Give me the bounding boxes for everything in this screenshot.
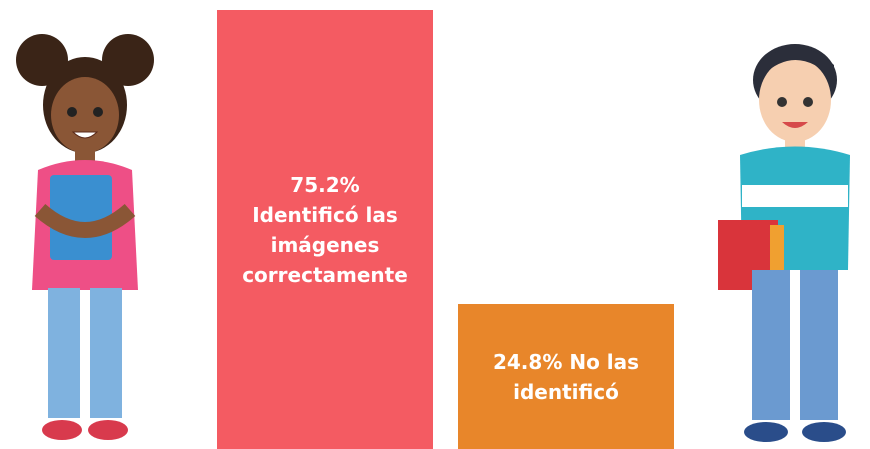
value-label: 24.8%	[492, 349, 563, 374]
category-label: No las identificó	[513, 349, 640, 404]
bar: 24.8% No las identificó	[458, 304, 674, 449]
bar-label: 75.2% Identificó las imágenes correctame…	[223, 170, 427, 290]
boy-illustration	[718, 44, 850, 442]
girl-illustration	[16, 34, 154, 440]
bar: 75.2% Identificó las imágenes correctame…	[217, 10, 433, 449]
category-label: Identificó las imágenes correctamente	[242, 202, 408, 287]
bar-label: 24.8% No las identificó	[464, 347, 668, 407]
value-label: 75.2%	[290, 172, 360, 197]
